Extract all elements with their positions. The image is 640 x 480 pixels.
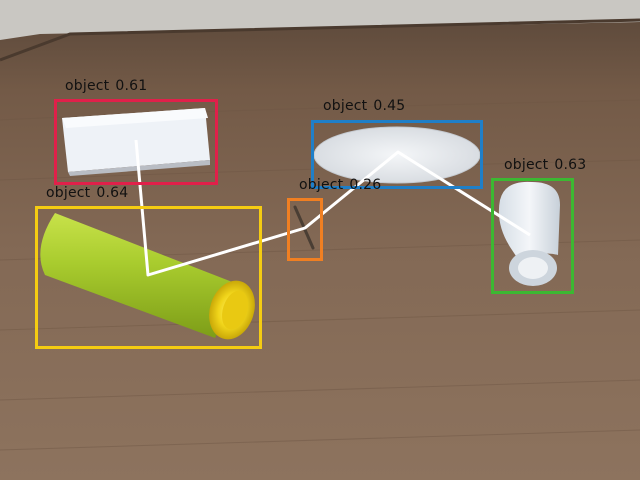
detection-class: object — [504, 157, 549, 173]
detection-label: object 0.26 — [299, 177, 381, 193]
detection-class: object — [323, 98, 368, 114]
detection-score: 0.63 — [554, 157, 587, 173]
detection-class: object — [65, 78, 110, 94]
green-tube — [40, 213, 255, 340]
detection-box-stick — [287, 198, 323, 261]
path-line — [134, 139, 531, 277]
detection-score: 0.64 — [96, 185, 129, 201]
detection-label: object 0.61 — [65, 78, 147, 94]
plastic-bottle — [498, 181, 560, 286]
detection-score: 0.61 — [115, 78, 148, 94]
detection-label: object 0.64 — [46, 185, 128, 201]
detection-label: object 0.63 — [504, 157, 586, 173]
detection-box-tube — [35, 206, 262, 349]
detection-score: 0.45 — [373, 98, 406, 114]
detection-class: object — [299, 177, 344, 193]
detection-box-foam — [54, 99, 218, 185]
detection-score: 0.26 — [349, 177, 382, 193]
table-edge — [0, 18, 640, 62]
detection-label: object 0.45 — [323, 98, 405, 114]
detection-box-disc — [311, 120, 483, 189]
detection-class: object — [46, 185, 91, 201]
detection-box-bottle — [491, 178, 574, 294]
